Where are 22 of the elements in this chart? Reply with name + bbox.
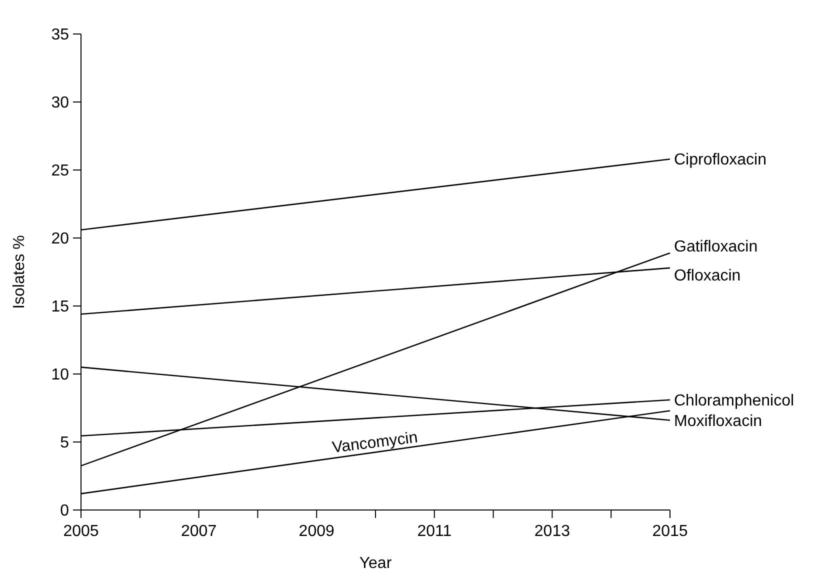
y-tick-label: 30: [51, 94, 70, 112]
y-axis-title: Isolates %: [11, 235, 28, 309]
x-tick-label: 2009: [298, 523, 334, 540]
y-tick-label: 20: [51, 230, 70, 248]
series-label: Ciprofloxacin: [674, 152, 766, 169]
x-tick-label: 2005: [63, 523, 99, 540]
y-tick-label: 35: [51, 26, 70, 44]
x-axis-title: Year: [359, 555, 392, 572]
x-tick-label: 2015: [652, 523, 688, 540]
y-tick-label: 0: [60, 502, 70, 520]
y-tick-label: 10: [51, 366, 70, 384]
series-label: Chloramphenicol: [674, 392, 794, 410]
series-label: Ofloxacin: [674, 268, 741, 285]
x-tick-label: 2011: [417, 523, 452, 540]
x-tick-label: 2007: [181, 523, 217, 540]
annotation: Vancomycin: [331, 429, 419, 457]
y-tick-label: 15: [51, 298, 70, 316]
series-label: Gatifloxacin: [674, 238, 758, 256]
series-label: Moxifloxacin: [674, 412, 762, 430]
x-tick-label: 2013: [534, 523, 570, 540]
y-tick-label: 5: [60, 434, 70, 452]
y-tick-label: 25: [51, 162, 70, 180]
